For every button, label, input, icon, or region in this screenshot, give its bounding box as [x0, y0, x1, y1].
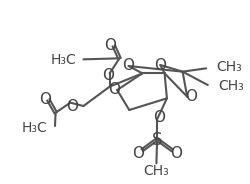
Text: O: O [108, 82, 120, 98]
Text: O: O [104, 38, 117, 54]
Text: CH₃: CH₃ [216, 60, 242, 74]
Text: H₃C: H₃C [50, 53, 76, 67]
Text: O: O [170, 146, 182, 162]
Text: H₃C: H₃C [22, 121, 48, 135]
Text: O: O [153, 110, 165, 125]
Text: O: O [66, 99, 78, 114]
Text: S: S [152, 131, 162, 149]
Text: O: O [185, 89, 197, 104]
Text: CH₃: CH₃ [218, 79, 244, 93]
Text: O: O [102, 68, 114, 84]
Text: O: O [154, 57, 166, 72]
Text: O: O [122, 59, 134, 73]
Text: CH₃: CH₃ [144, 164, 169, 178]
Text: O: O [132, 146, 144, 162]
Text: O: O [39, 92, 51, 107]
